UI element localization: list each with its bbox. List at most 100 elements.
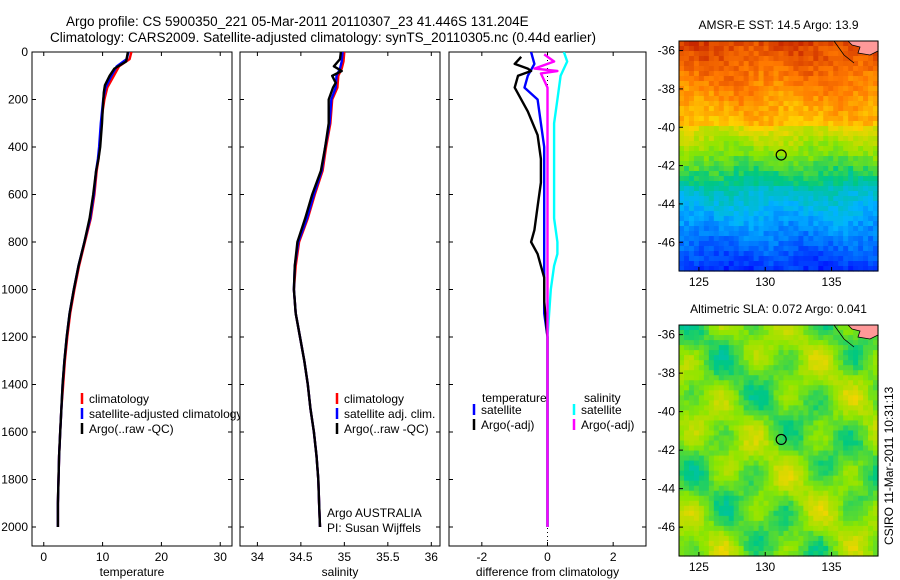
- sla-map-heatmap-cell: [758, 435, 765, 442]
- sla-map-heatmap-cell: [763, 430, 770, 437]
- sla-map-heatmap-cell: [743, 400, 750, 406]
- sla-map-heatmap-cell: [828, 490, 834, 497]
- sla-map-heatmap-cell: [818, 340, 824, 346]
- sst-map-heatmap-cell: [679, 221, 685, 227]
- sst-map-heatmap-cell: [703, 261, 710, 267]
- sla-map-heatmap-cell: [783, 380, 790, 386]
- sla-map-heatmap-cell: [733, 410, 740, 416]
- sst-map-heatmap-cell: [773, 121, 780, 127]
- sla-map-heatmap-cell: [833, 435, 839, 442]
- sst-map-heatmap-cell: [763, 41, 770, 47]
- sst-map-heatmap-cell: [679, 261, 685, 267]
- sst-map-heatmap-cell: [679, 116, 685, 122]
- sst-map-heatmap-cell: [803, 266, 809, 272]
- sst-map-heatmap-cell: [733, 136, 740, 142]
- sla-map-heatmap-cell: [679, 355, 685, 361]
- sst-map-heatmap-cell: [853, 131, 859, 137]
- sst-map-heatmap-cell: [783, 176, 790, 182]
- sst-map-heatmap-cell: [693, 186, 700, 192]
- sst-map-heatmap-cell: [768, 141, 775, 147]
- sla-map-heatmap-cell: [738, 345, 745, 351]
- sla-map-heatmap-cell: [838, 435, 844, 442]
- sla-map-heatmap-cell: [758, 515, 765, 522]
- sst-map-heatmap-cell: [823, 46, 829, 52]
- sst-map-heatmap-cell: [743, 186, 750, 192]
- sla-map-heatmap-cell: [763, 420, 770, 427]
- sst-map-heatmap-cell: [758, 256, 765, 262]
- sla-map-heatmap-cell: [813, 535, 819, 542]
- sst-map-heatmap-cell: [768, 181, 775, 187]
- sst-map-heatmap-cell: [688, 156, 695, 162]
- sla-map-heatmap-cell: [683, 545, 690, 552]
- sst-map-heatmap-cell: [858, 191, 864, 197]
- sst-map-heatmap-cell: [763, 111, 770, 117]
- sst-map-heatmap-cell: [843, 176, 849, 182]
- sla-map-heatmap-cell: [718, 485, 725, 492]
- sla-map-heatmap-cell: [679, 325, 685, 331]
- sst-map-heatmap-cell: [743, 121, 750, 127]
- sst-map-heatmap-cell: [688, 266, 695, 272]
- sla-map-heatmap-cell: [788, 525, 795, 532]
- sst-map-heatmap-cell: [723, 96, 730, 102]
- sla-map-heatmap-cell: [808, 520, 814, 527]
- sla-map-heatmap-cell: [773, 430, 780, 437]
- sla-map-heatmap-cell: [828, 370, 834, 376]
- sst-map-heatmap-cell: [698, 186, 705, 192]
- sla-map-heatmap-cell: [723, 330, 730, 336]
- sst-map-heatmap-cell: [733, 256, 740, 262]
- sst-map-heatmap-cell: [853, 56, 859, 62]
- sst-map-heatmap-cell: [788, 66, 795, 72]
- sla-map-heatmap-cell: [718, 435, 725, 442]
- sla-map-heatmap-cell: [868, 470, 874, 477]
- sst-map-heatmap-cell: [853, 251, 859, 257]
- sla-map-heatmap-cell: [818, 430, 824, 437]
- sla-map-heatmap-cell: [723, 455, 730, 462]
- sst-map-heatmap-cell: [778, 196, 785, 202]
- sst-map-heatmap-cell: [753, 236, 760, 242]
- sla-map-heatmap-cell: [813, 350, 819, 356]
- sst-map-heatmap-cell: [838, 206, 844, 212]
- sla-map-heatmap-cell: [713, 355, 720, 361]
- sst-map-heatmap-cell: [798, 91, 804, 97]
- sst-map-heatmap-cell: [743, 91, 750, 97]
- sla-map-heatmap-cell: [803, 395, 809, 401]
- sst-map-heatmap-cell: [783, 226, 790, 232]
- sst-map-heatmap-cell: [828, 46, 834, 52]
- sst-map-heatmap-cell: [778, 171, 785, 177]
- sst-map-heatmap-cell: [833, 76, 839, 82]
- sst-map-heatmap-cell: [693, 116, 700, 122]
- sla-map-heatmap-cell: [808, 540, 814, 547]
- sst-map-heatmap-cell: [783, 191, 790, 197]
- sst-map-heatmap-cell: [778, 191, 785, 197]
- sla-map-heatmap-cell: [868, 500, 874, 507]
- sst-map-heatmap-cell: [758, 191, 765, 197]
- sst-map-heatmap-cell: [873, 161, 879, 167]
- sst-map-heatmap-cell: [863, 61, 869, 67]
- sst-map-heatmap-cell: [758, 266, 765, 272]
- sst-map-heatmap-cell: [693, 191, 700, 197]
- sla-map-heatmap-cell: [743, 550, 750, 557]
- sla-map-heatmap-cell: [828, 335, 834, 341]
- sla-map-heatmap-cell: [728, 550, 735, 557]
- sst-map-heatmap-cell: [838, 181, 844, 187]
- sst-map-heatmap-cell: [753, 181, 760, 187]
- sla-map-heatmap-cell: [753, 415, 760, 422]
- sst-map-heatmap-cell: [813, 111, 819, 117]
- sst-map-heatmap-cell: [848, 111, 854, 117]
- sst-map-heatmap-cell: [738, 261, 745, 267]
- sst-map-heatmap-cell: [718, 41, 725, 47]
- sst-map-heatmap-cell: [758, 206, 765, 212]
- sst-map-heatmap-cell: [728, 211, 735, 217]
- sla-map-heatmap-cell: [793, 410, 799, 416]
- sla-map-heatmap-cell: [808, 455, 814, 462]
- sst-map-heatmap-cell: [798, 96, 804, 102]
- sla-map-heatmap-cell: [798, 480, 804, 487]
- sst-map-heatmap-cell: [708, 56, 715, 62]
- sst-map-heatmap-cell: [723, 136, 730, 142]
- sst-map-heatmap-cell: [733, 161, 740, 167]
- sst-map-heatmap-cell: [803, 251, 809, 257]
- sst-map-heatmap-cell: [823, 126, 829, 132]
- sla-map-heatmap-cell: [848, 500, 854, 507]
- sst-map-heatmap-cell: [818, 96, 824, 102]
- sst-map-heatmap-cell: [843, 186, 849, 192]
